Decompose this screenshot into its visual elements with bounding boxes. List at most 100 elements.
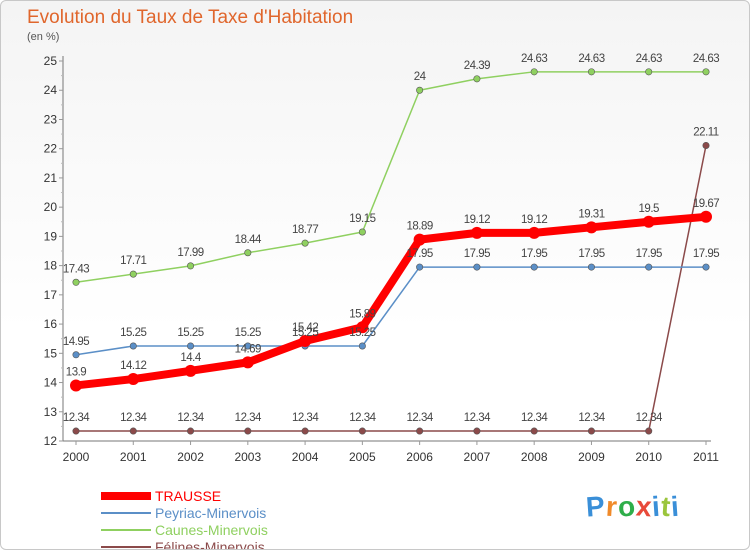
data-point xyxy=(356,321,369,334)
data-label: 14.12 xyxy=(120,360,146,372)
data-label: 15.25 xyxy=(349,327,375,339)
data-label: 14.95 xyxy=(63,336,89,348)
data-label: 12.34 xyxy=(349,412,376,424)
y-tick-label: 13 xyxy=(44,405,58,419)
data-label: 15.42 xyxy=(292,322,318,334)
x-tick-label: 2011 xyxy=(693,450,719,464)
y-tick-label: 16 xyxy=(44,317,58,331)
data-label: 17.95 xyxy=(521,248,547,260)
data-label: 24.63 xyxy=(521,53,547,65)
legend-label: Caunes-Minervois xyxy=(155,521,268,538)
data-point xyxy=(244,427,252,435)
data-label: 15.25 xyxy=(177,327,203,339)
proxiti-logo: Proxiti xyxy=(584,490,682,523)
y-tick-label: 18 xyxy=(44,259,58,273)
legend-swatch xyxy=(101,491,151,500)
data-label: 12.34 xyxy=(521,412,548,424)
data-label: 15.25 xyxy=(292,327,318,339)
data-label: 12.34 xyxy=(406,412,433,424)
data-label: 19.15 xyxy=(349,213,375,225)
chart-subtitle: (en %) xyxy=(27,31,60,43)
data-label: 19.31 xyxy=(578,208,604,220)
legend-item: Félines-Minervois xyxy=(101,538,268,549)
logo-letter: i xyxy=(670,490,682,523)
y-tick-label: 14 xyxy=(44,376,58,390)
series-line-peyriac-minervois xyxy=(75,266,706,356)
data-point xyxy=(530,427,538,435)
data-point xyxy=(702,141,710,149)
x-tick-label: 2007 xyxy=(464,450,491,464)
legend-item: TRAUSSE xyxy=(101,487,268,504)
data-point xyxy=(70,379,82,392)
data-point xyxy=(187,427,195,435)
y-tick-label: 17 xyxy=(44,288,58,302)
data-label: 17.95 xyxy=(578,248,604,260)
x-tick-label: 2005 xyxy=(349,450,376,464)
x-tick-label: 2009 xyxy=(578,450,605,464)
data-point xyxy=(301,239,309,247)
data-label: 15.25 xyxy=(235,327,261,339)
data-label: 12.34 xyxy=(636,412,663,424)
data-point xyxy=(416,427,424,435)
chart-title: Evolution du Taux de Taxe d'Habitation xyxy=(27,7,354,28)
data-point xyxy=(473,263,481,271)
data-label: 12.34 xyxy=(578,412,605,424)
data-point xyxy=(587,263,595,271)
data-label: 17.95 xyxy=(464,248,490,260)
data-label: 17.95 xyxy=(406,248,432,260)
legend-item: Peyriac-Minervois xyxy=(101,504,268,521)
data-label: 19.12 xyxy=(521,214,547,226)
data-label: 19.5 xyxy=(639,203,659,215)
legend-label: Peyriac-Minervois xyxy=(155,504,267,521)
x-tick-label: 2002 xyxy=(177,450,204,464)
data-point xyxy=(244,249,252,257)
x-tick-label: 2008 xyxy=(521,450,548,464)
x-tick-label: 2006 xyxy=(406,450,433,464)
data-point xyxy=(645,263,653,271)
data-point xyxy=(416,263,424,271)
data-point xyxy=(301,427,309,435)
data-point xyxy=(587,68,595,76)
legend: TRAUSSE Peyriac-Minervois Caunes-Minervois… xyxy=(101,487,268,549)
data-label: 15.25 xyxy=(120,327,146,339)
data-label: 17.43 xyxy=(63,263,89,275)
legend-label: TRAUSSE xyxy=(155,487,222,504)
legend-swatch xyxy=(101,511,151,514)
data-label: 18.89 xyxy=(406,221,432,233)
data-point xyxy=(358,342,366,350)
data-point xyxy=(299,335,312,348)
data-point xyxy=(129,342,137,350)
y-tick-label: 12 xyxy=(44,434,58,448)
data-label: 24.39 xyxy=(464,60,490,72)
data-point xyxy=(127,373,140,386)
data-point xyxy=(72,278,80,286)
data-label: 13.9 xyxy=(66,366,86,378)
data-point xyxy=(470,226,483,239)
data-point xyxy=(72,427,80,435)
data-label: 24.63 xyxy=(693,53,719,65)
data-point xyxy=(473,427,481,435)
data-point xyxy=(416,86,424,94)
data-point xyxy=(473,75,481,83)
data-label: 12.34 xyxy=(120,412,147,424)
y-tick-label: 25 xyxy=(44,54,58,68)
data-label: 19.12 xyxy=(464,214,490,226)
data-point xyxy=(528,226,541,239)
data-point xyxy=(587,427,595,435)
data-label: 22.11 xyxy=(693,126,719,138)
logo-letter: P xyxy=(584,490,607,523)
data-point xyxy=(187,262,195,270)
data-label: 19.67 xyxy=(693,198,719,210)
data-point xyxy=(187,342,195,350)
data-label: 12.34 xyxy=(63,412,90,424)
data-point xyxy=(358,228,366,236)
series-line-trausse xyxy=(75,212,707,390)
data-point xyxy=(702,68,710,76)
data-point xyxy=(184,364,197,377)
y-tick-label: 24 xyxy=(44,83,58,97)
legend-item: Caunes-Minervois xyxy=(101,521,268,538)
y-tick-label: 15 xyxy=(44,346,58,360)
data-point xyxy=(413,233,426,246)
